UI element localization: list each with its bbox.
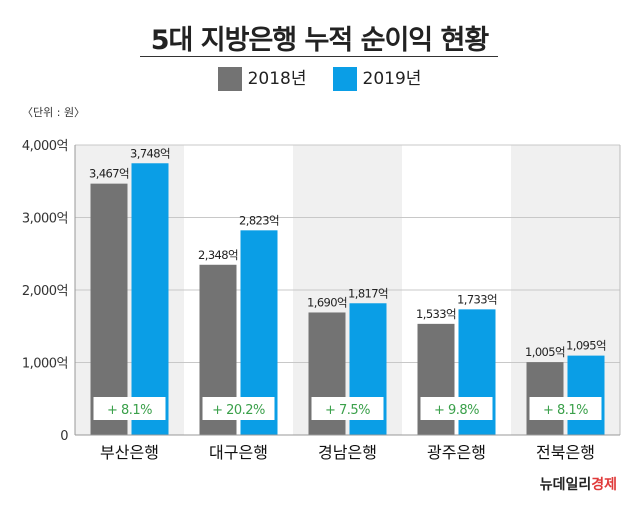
legend-item-2019: 2019년 [332, 64, 422, 91]
data-label: 1,095억 [566, 339, 606, 353]
data-label: 1,533억 [416, 307, 456, 321]
x-tick-label: 경남은행 [318, 443, 377, 462]
legend-swatch-2018 [217, 67, 242, 91]
growth-badge [93, 397, 166, 420]
x-tick-label: 부산은행 [100, 443, 159, 462]
legend-swatch-2019 [332, 67, 357, 91]
data-label: 3,748억 [130, 146, 170, 160]
data-label: 1,690억 [307, 295, 347, 309]
growth-label: + 9.8% [434, 403, 479, 418]
legend: 2018년 2019년 [0, 64, 639, 91]
growth-badge [311, 397, 384, 420]
legend-item-2018: 2018년 [217, 64, 307, 91]
source-logo: 뉴데일리경제 [539, 477, 617, 493]
data-label: 3,467억 [89, 167, 129, 181]
x-tick-label: 광주은행 [427, 443, 486, 462]
bar-2019년 [131, 163, 169, 435]
y-tick-label: 3,000억 [22, 212, 68, 227]
data-label: 1,005억 [525, 345, 565, 359]
legend-label-2018: 2018년 [247, 69, 307, 89]
x-tick-label: 전북은행 [536, 443, 595, 462]
bar-2018년 [90, 183, 128, 435]
growth-label: + 8.1% [107, 403, 152, 418]
growth-label: + 20.2% [212, 403, 265, 418]
y-tick-label: 2,000억 [22, 284, 68, 299]
growth-badge [420, 397, 493, 420]
x-tick-label: 대구은행 [209, 443, 268, 462]
title-underline [140, 56, 498, 57]
legend-label-2019: 2019년 [362, 69, 422, 89]
unit-label: 〈단위 : 원〉 [22, 106, 86, 119]
data-label: 1,817억 [348, 286, 388, 300]
y-tick-label: 0 [60, 429, 68, 444]
growth-label: + 8.1% [543, 403, 588, 418]
growth-label: + 7.5% [325, 403, 370, 418]
data-label: 2,348억 [198, 248, 238, 262]
bar-2019년 [567, 355, 605, 435]
y-tick-label: 1,000억 [22, 357, 68, 372]
y-tick-label: 4,000억 [22, 139, 68, 154]
chart-title: 5대 지방은행 누적 순이익 현황 [150, 25, 489, 56]
growth-badge [202, 397, 275, 420]
growth-badge [529, 397, 602, 420]
data-label: 1,733억 [457, 292, 497, 306]
data-label: 2,823억 [239, 213, 279, 227]
